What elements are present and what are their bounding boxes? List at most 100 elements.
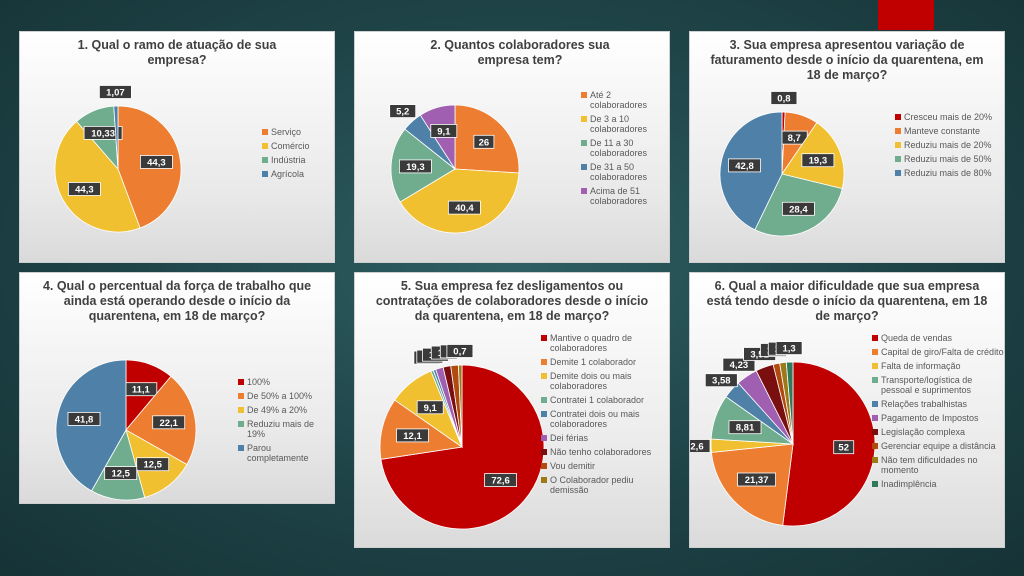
legend-item: Não tenho colaboradores [541, 447, 669, 457]
svg-text:8,81: 8,81 [736, 423, 755, 434]
data-label: 44,3 [68, 182, 101, 196]
legend-item: De 31 a 50 colaboradores [581, 162, 669, 182]
legend-item: Contratei 1 colaborador [541, 395, 669, 405]
legend-item: 100% [238, 377, 334, 387]
legend-swatch [238, 393, 244, 399]
chart-panel-faturamento: 3. Sua empresa apresentou variação de fa… [689, 31, 1005, 263]
pie-slice [457, 364, 463, 448]
legend-item: De 50% a 100% [238, 391, 334, 401]
legend-label: Demite dois ou mais colaboradores [550, 371, 632, 391]
data-label: 1,3 [775, 341, 803, 355]
legend-swatch [238, 379, 244, 385]
legend-swatch [541, 435, 547, 441]
legend-swatch [872, 457, 878, 463]
legend-label: Acima de 51 colaboradores [590, 186, 648, 206]
legend-label: Relações trabalhistas [881, 399, 968, 409]
legend-swatch [541, 397, 547, 403]
pie-slice [113, 105, 119, 170]
legend-swatch [238, 421, 244, 427]
legend-swatch [895, 128, 901, 134]
data-label: 9,1 [430, 124, 458, 138]
legend-label: 100% [247, 377, 271, 387]
chart-panel-colaboradores: 2. Quantos colaboradores sua empresa tem… [354, 31, 670, 263]
legend-swatch [541, 463, 547, 469]
svg-text:11,1: 11,1 [132, 385, 151, 396]
svg-text:9,1: 9,1 [424, 403, 438, 414]
legend-swatch [262, 129, 268, 135]
legend-swatch [262, 143, 268, 149]
svg-text:40,4: 40,4 [455, 203, 474, 214]
data-label: 72,6 [484, 473, 518, 488]
chart-legend: Queda de vendas Capital de giro/Falta de … [872, 333, 1004, 493]
svg-text:4,23: 4,23 [730, 360, 749, 371]
legend-item: Até 2 colaboradores [581, 90, 669, 110]
svg-text:52: 52 [838, 443, 849, 454]
legend-swatch [872, 363, 878, 369]
legend-item: Pagamento de Impostos [872, 413, 1004, 423]
chart-legend: Até 2 colaboradores De 3 a 10 colaborador… [581, 90, 669, 210]
legend-label: De 11 a 30 colaboradores [590, 138, 648, 158]
legend-label: Demite 1 colaborador [550, 357, 637, 367]
legend-swatch [581, 164, 587, 170]
legend-swatch [581, 92, 587, 98]
legend-label: De 3 a 10 colaboradores [590, 114, 648, 134]
data-label: 12,5 [104, 466, 138, 481]
legend-item: Agrícola [262, 169, 334, 179]
legend-item: Cresceu mais de 20% [895, 112, 1004, 122]
legend-label: Pagamento de Impostos [881, 413, 979, 423]
legend-label: Contratei 1 colaborador [550, 395, 645, 405]
legend-label: Cresceu mais de 20% [904, 112, 993, 122]
svg-text:0,7: 0,7 [453, 347, 466, 358]
legend-label: Manteve constante [904, 126, 981, 136]
legend-swatch [872, 415, 878, 421]
legend-label: Capital de giro/Falta de crédito [881, 347, 1004, 357]
legend-swatch [541, 411, 547, 417]
legend-label: Agrícola [271, 169, 305, 179]
data-label: 42,8 [728, 158, 761, 173]
chart-legend: Mantive o quadro de colaboradores Demite … [541, 333, 669, 499]
legend-label: Vou demitir [550, 461, 596, 471]
chart-title: 3. Sua empresa apresentou variação de fa… [710, 38, 984, 82]
legend-label: Queda de vendas [881, 333, 953, 343]
legend-item: Reduziu mais de 20% [895, 140, 1004, 150]
data-label: 52 [833, 440, 855, 455]
data-label: 2,6 [690, 439, 711, 453]
svg-text:22,1: 22,1 [159, 418, 178, 429]
chart-legend: Cresceu mais de 20% Manteve constante Redu… [895, 112, 1004, 182]
legend-item: Contratei dois ou mais colaboradores [541, 409, 669, 429]
legend-swatch [238, 407, 244, 413]
chart-legend: Serviço Comércio Indústria Agrícola [262, 127, 334, 183]
legend-item: O Colaborador pediu demissão [541, 475, 669, 495]
data-label: 19,3 [399, 159, 432, 174]
legend-swatch [581, 116, 587, 122]
legend-item: Acima de 51 colaboradores [581, 186, 669, 206]
legend-label: Parou completamente [247, 443, 309, 463]
data-label: 12,1 [396, 428, 429, 443]
legend-item: Serviço [262, 127, 334, 137]
legend-label: De 50% a 100% [247, 391, 313, 401]
legend-label: Reduziu mais de 50% [904, 154, 992, 164]
data-label: 44,3 [140, 155, 173, 169]
chart-panel-forca-trabalho: 4. Qual o percentual da força de trabalh… [19, 272, 335, 504]
legend-item: Reduziu mais de 19% [238, 419, 334, 439]
svg-text:44,3: 44,3 [75, 185, 94, 196]
legend-swatch [895, 170, 901, 176]
data-label: 19,3 [801, 153, 835, 168]
legend-swatch [872, 377, 878, 383]
legend-swatch [581, 140, 587, 146]
legend-item: Vou demitir [541, 461, 669, 471]
legend-swatch [872, 481, 878, 487]
legend-item: Demite dois ou mais colaboradores [541, 371, 669, 391]
svg-text:5,2: 5,2 [396, 107, 409, 118]
svg-text:2,6: 2,6 [690, 442, 703, 453]
svg-text:9,1: 9,1 [437, 126, 451, 137]
red-accent-bar [878, 0, 934, 30]
legend-item: Mantive o quadro de colaboradores [541, 333, 669, 353]
legend-label: Indústria [271, 155, 306, 165]
legend-label: Reduziu mais de 19% [247, 419, 315, 439]
legend-swatch [872, 349, 878, 355]
legend-item: Dei férias [541, 433, 669, 443]
svg-text:8,7: 8,7 [788, 133, 801, 144]
data-label: 40,4 [448, 200, 481, 215]
